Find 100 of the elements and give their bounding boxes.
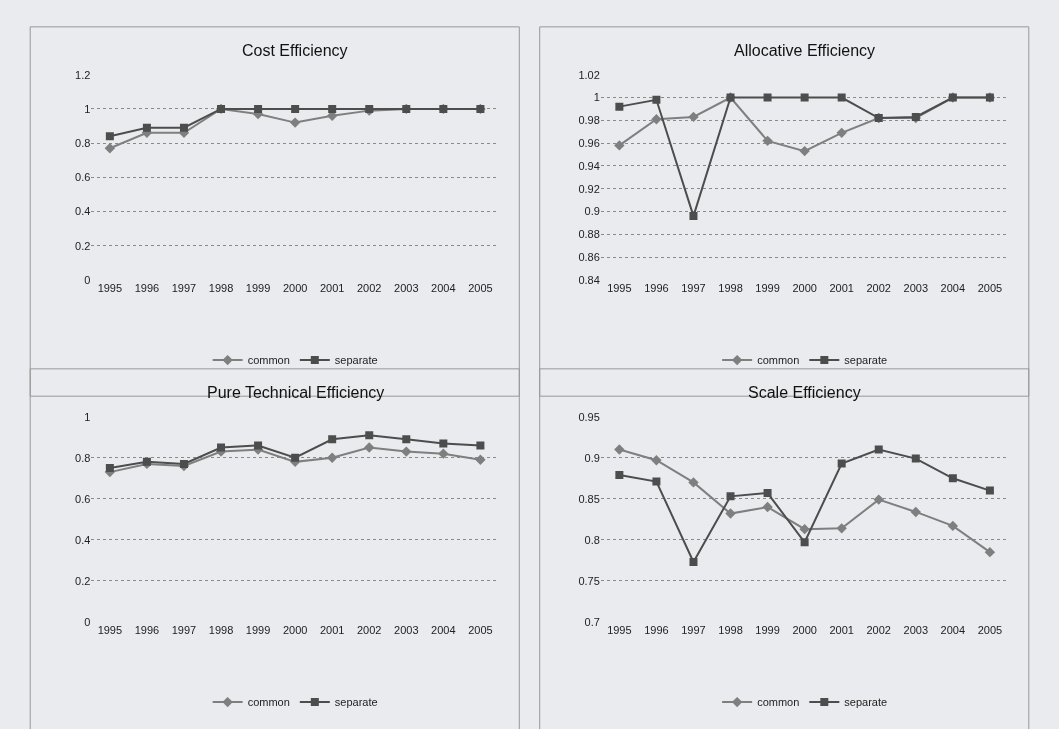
- x-tick-label: 1999: [245, 281, 271, 294]
- x-tick-label: 2004: [431, 623, 456, 636]
- x-tick-label: 1995: [607, 623, 632, 636]
- x-tick-label: 1996: [134, 623, 160, 636]
- point: [837, 459, 846, 468]
- y-tick-label: 0.7: [584, 615, 600, 628]
- point: [725, 508, 736, 519]
- point: [800, 538, 809, 547]
- x-tick-label: 1999: [245, 623, 271, 636]
- point: [799, 145, 810, 157]
- y-tick-label: 0.84: [578, 273, 600, 286]
- legend-label: separate: [334, 696, 378, 709]
- chart-title: Scale Efficiency: [748, 384, 861, 401]
- x-tick-label: 2000: [792, 281, 817, 294]
- point: [985, 486, 994, 495]
- y-tick-label: 1: [84, 410, 91, 423]
- point: [291, 453, 300, 462]
- point: [910, 506, 921, 518]
- x-tick-label: 1997: [681, 623, 706, 636]
- point: [439, 439, 448, 448]
- chart-title: Pure Technical Efficiency: [207, 384, 385, 401]
- y-tick-label: 0.2: [75, 239, 91, 252]
- x-tick-label: 2001: [829, 281, 854, 294]
- y-tick-label: 1: [593, 91, 600, 104]
- x-tick-label: 2001: [319, 623, 345, 636]
- y-tick-label: 0.8: [75, 451, 91, 464]
- y-tick-label: 0.85: [578, 492, 600, 505]
- x-tick-label: 1998: [718, 281, 743, 294]
- point: [763, 489, 772, 498]
- x-tick-label: 2005: [468, 623, 493, 636]
- point: [105, 464, 114, 473]
- x-tick-label: 2005: [977, 623, 1003, 636]
- y-tick-label: 1.2: [75, 68, 91, 81]
- x-tick-label: 1999: [755, 623, 780, 636]
- point: [475, 454, 486, 466]
- point: [762, 135, 773, 147]
- point: [364, 442, 375, 453]
- legend-label: common: [757, 354, 800, 367]
- x-tick-label: 1996: [644, 281, 669, 294]
- x-tick-label: 1995: [607, 281, 632, 294]
- x-tick-label: 1998: [718, 623, 743, 636]
- y-tick-label: 0.96: [578, 136, 600, 149]
- x-tick-label: 2002: [866, 623, 891, 636]
- legend-label: separate: [844, 354, 888, 367]
- point: [688, 111, 699, 123]
- point: [688, 477, 699, 488]
- x-tick-label: 2000: [282, 281, 308, 294]
- x-tick-label: 1997: [171, 281, 197, 294]
- y-tick-label: 0: [84, 615, 91, 628]
- x-tick-label: 2004: [940, 281, 966, 294]
- point: [984, 546, 996, 558]
- x-tick-label: 2000: [282, 623, 308, 636]
- legend-label: common: [247, 354, 290, 367]
- x-tick-label: 1998: [208, 623, 234, 636]
- x-tick-label: 2003: [394, 623, 419, 636]
- point: [762, 501, 773, 513]
- y-tick-label: 0.94: [578, 159, 600, 172]
- legend-label: separate: [844, 696, 888, 709]
- legend-label: common: [247, 696, 290, 709]
- y-tick-label: 1.02: [578, 68, 600, 81]
- point: [837, 93, 846, 102]
- y-tick-label: 0.86: [578, 250, 600, 263]
- point: [763, 93, 772, 102]
- y-tick-label: 0.4: [75, 533, 91, 546]
- point: [254, 441, 263, 450]
- point: [651, 113, 662, 125]
- point: [476, 441, 485, 450]
- point: [947, 520, 959, 532]
- point: [689, 212, 698, 221]
- y-tick-label: 0.8: [75, 136, 91, 149]
- x-tick-label: 1997: [171, 623, 197, 636]
- x-tick-label: 2002: [357, 281, 382, 294]
- x-tick-label: 2001: [829, 623, 854, 636]
- point: [614, 444, 625, 455]
- x-tick-label: 1999: [755, 281, 780, 294]
- x-tick-label: 2000: [792, 623, 817, 636]
- point: [652, 95, 661, 104]
- point: [651, 455, 662, 466]
- y-tick-label: 0.8: [584, 533, 600, 546]
- y-tick-label: 0.6: [75, 492, 91, 505]
- x-tick-label: 1998: [208, 281, 234, 294]
- x-tick-label: 1995: [97, 281, 123, 294]
- point: [402, 435, 411, 444]
- x-tick-label: 2003: [394, 281, 419, 294]
- x-tick-label: 2002: [357, 623, 382, 636]
- y-tick-label: 0.98: [578, 114, 600, 127]
- point: [873, 494, 884, 505]
- x-tick-label: 1997: [681, 281, 706, 294]
- x-tick-label: 2002: [866, 281, 891, 294]
- chart-title: Cost Efficiency: [242, 42, 348, 59]
- point: [142, 123, 151, 132]
- point: [799, 523, 810, 535]
- x-tick-label: 2003: [903, 281, 929, 294]
- x-tick-label: 2005: [468, 281, 493, 294]
- y-tick-label: 0.9: [584, 451, 600, 464]
- legend-label: common: [757, 696, 800, 709]
- point: [179, 123, 188, 132]
- point: [726, 492, 735, 501]
- point: [689, 558, 698, 566]
- y-tick-label: 0.6: [75, 171, 91, 184]
